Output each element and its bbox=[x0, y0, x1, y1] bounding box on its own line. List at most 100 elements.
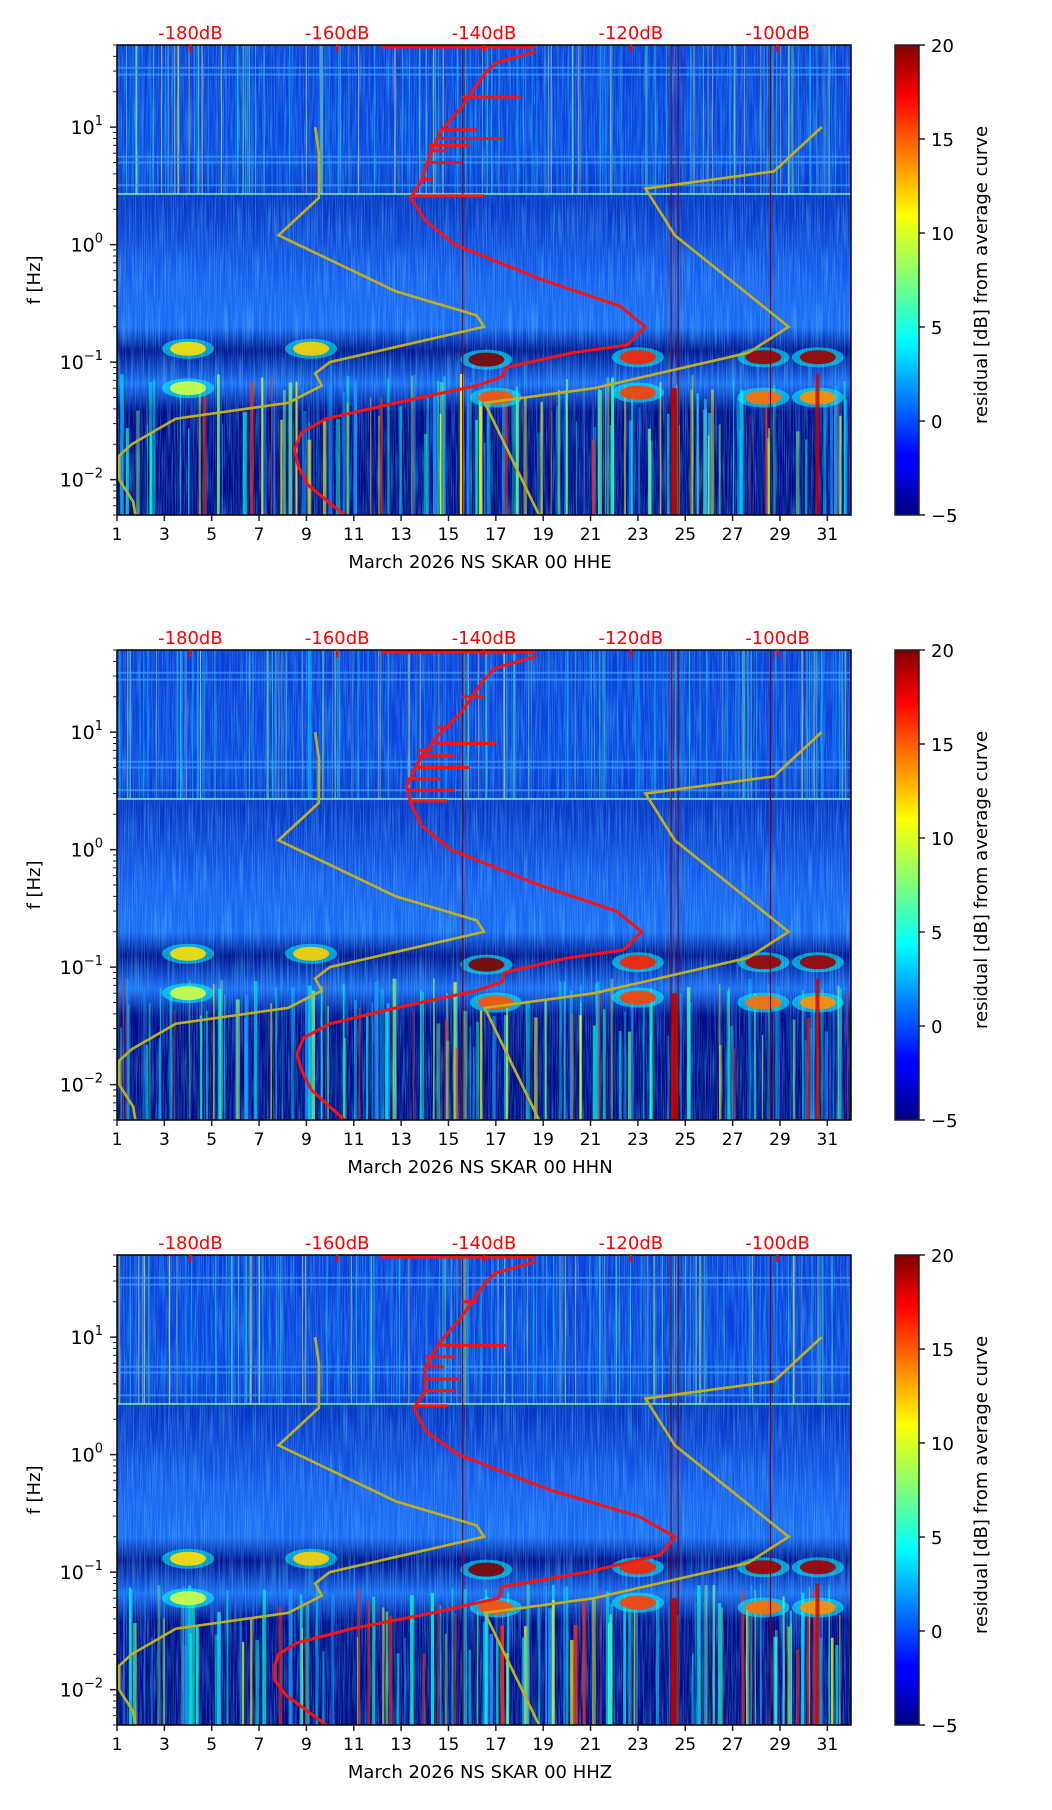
x-axis-label: March 2026 NS SKAR 00 HHZ bbox=[348, 1762, 612, 1783]
spectrogram-hf-streak bbox=[553, 1255, 555, 1404]
spectrogram-streak bbox=[697, 1585, 701, 1725]
spectrogram-streak bbox=[255, 1639, 260, 1725]
spectrogram-streak bbox=[608, 1616, 613, 1725]
top-db-tick-label: -160dB bbox=[305, 1233, 370, 1254]
spectrogram-streak bbox=[453, 1613, 457, 1725]
x-tick-label: 15 bbox=[438, 1735, 460, 1755]
spectrogram-band bbox=[117, 789, 851, 792]
spectrogram-hf-streak bbox=[793, 1255, 795, 1404]
spectrogram-streak bbox=[537, 432, 541, 515]
spectrogram-hf-streak bbox=[348, 45, 350, 194]
spectrogram-streak bbox=[806, 1616, 811, 1725]
spectrogram-hf-streak bbox=[536, 1255, 538, 1404]
spectrogram-hf-streak bbox=[575, 1255, 577, 1404]
colorbar-tick-label: 0 bbox=[931, 1622, 942, 1643]
spectrogram-streak bbox=[157, 1585, 161, 1725]
spectrogram-streak bbox=[446, 1596, 448, 1725]
spectrogram-hf-streak bbox=[176, 1255, 178, 1404]
spectrogram-streak bbox=[824, 1031, 828, 1120]
spectrogram-streak bbox=[680, 992, 682, 1120]
spectrogram-streak bbox=[235, 999, 240, 1120]
spectrogram-hf-streak bbox=[136, 45, 138, 194]
spectrogram-streak bbox=[570, 1014, 574, 1120]
spectrogram-streak bbox=[624, 386, 626, 515]
spectrogram-hf-streak bbox=[181, 650, 183, 799]
spectrogram-hf-streak bbox=[464, 1255, 466, 1404]
spectrogram-streak bbox=[244, 994, 249, 1120]
spectrogram-streak bbox=[808, 1586, 810, 1725]
spectrogram-streak bbox=[342, 391, 346, 515]
spectrogram-hf-streak bbox=[445, 1255, 447, 1404]
spectrogram-hf-streak bbox=[270, 45, 272, 194]
spectrogram-hf-streak bbox=[530, 650, 532, 799]
spectrogram-hf-streak bbox=[358, 650, 360, 799]
x-tick-label: 29 bbox=[769, 1130, 791, 1150]
spectrogram-streak bbox=[837, 382, 840, 515]
spectrogram-hf-streak bbox=[784, 650, 786, 799]
colorbar-tick-label: −5 bbox=[931, 506, 958, 527]
colorbar-gradient bbox=[894, 649, 920, 1121]
spectrogram-streak bbox=[597, 980, 599, 1120]
spectrogram-blob bbox=[170, 1591, 207, 1606]
spectrogram-streak bbox=[342, 983, 345, 1120]
spectrogram-hf-streak bbox=[723, 1255, 725, 1404]
spectrogram-streak bbox=[792, 1019, 796, 1120]
colorbar-tick-label: 10 bbox=[931, 829, 954, 850]
spectrogram-streak bbox=[410, 1595, 414, 1725]
spectrogram-streak bbox=[492, 1015, 496, 1120]
spectrogram-hf-streak bbox=[276, 1255, 278, 1404]
spectrogram-streak bbox=[224, 994, 226, 1120]
top-db-tick-label: -140dB bbox=[452, 1233, 517, 1254]
spectrogram-blob bbox=[799, 955, 836, 970]
spectrogram-hf-streak bbox=[434, 45, 436, 194]
spectrogram-streak bbox=[534, 1017, 538, 1120]
noise-model-high-curve bbox=[482, 731, 823, 1120]
spectrogram-hf-streak bbox=[848, 1255, 850, 1404]
spectrogram-streak bbox=[592, 1025, 596, 1120]
spectrogram-hf-streak bbox=[816, 650, 818, 799]
spectrogram-streak bbox=[718, 424, 721, 515]
spectrogram-hf-streak bbox=[574, 650, 576, 799]
spectrogram-streak bbox=[455, 1047, 459, 1120]
spectrogram-streak bbox=[801, 1592, 805, 1725]
spectrogram-hf-streak bbox=[130, 650, 132, 799]
spectrogram-hf-streak bbox=[419, 650, 421, 799]
spectrogram-hf-streak bbox=[743, 650, 745, 799]
x-tick-label: 31 bbox=[817, 1735, 839, 1755]
colorbar-tick-label: 15 bbox=[931, 1340, 954, 1361]
spectrogram-hf-streak bbox=[653, 45, 655, 194]
spectrogram-hf-streak bbox=[844, 650, 846, 799]
x-tick-label: 3 bbox=[159, 1130, 170, 1150]
spectrogram-band bbox=[117, 184, 851, 187]
spectrogram-streak bbox=[605, 384, 607, 515]
colorbar-tick-label: 20 bbox=[931, 36, 954, 57]
spectrogram-streak bbox=[819, 1637, 823, 1725]
spectrogram-hf-streak bbox=[191, 1255, 193, 1404]
spectrogram-hf-streak bbox=[498, 45, 500, 194]
spectrogram-hf-streak bbox=[408, 45, 410, 194]
spectrogram-streak bbox=[358, 1588, 361, 1725]
spectrogram-hf-streak bbox=[683, 650, 685, 799]
spectrogram-hf-streak bbox=[197, 45, 199, 194]
colorbar-tick-label: −5 bbox=[931, 1716, 958, 1737]
spectrogram-hf-streak bbox=[135, 1255, 137, 1404]
spectrogram-streak bbox=[127, 1004, 130, 1120]
spectrogram-hf-streak bbox=[235, 45, 237, 194]
spectrogram-streak bbox=[642, 993, 645, 1120]
spectrogram-hf-streak bbox=[815, 650, 817, 799]
spectrogram-hf-streak bbox=[646, 45, 648, 194]
spectrogram-hf-streak bbox=[197, 650, 199, 799]
spectrogram-hf-streak bbox=[365, 1255, 367, 1404]
noise-model-low-curve bbox=[117, 1336, 487, 1725]
spectrogram-hf-streak bbox=[465, 45, 467, 194]
spectrogram-hf-streak bbox=[588, 650, 590, 799]
spectrogram-hf-streak bbox=[673, 1255, 675, 1404]
spectrogram-hf-streak bbox=[300, 650, 302, 799]
spectrogram-hf-streak bbox=[773, 1255, 775, 1404]
spectrogram-blob bbox=[745, 350, 782, 365]
spectrogram-hf-streak bbox=[473, 1255, 475, 1404]
spectrogram-hf-streak bbox=[369, 1255, 371, 1404]
spectrogram-streak bbox=[316, 383, 318, 515]
spectrogram-hf-streak bbox=[278, 1255, 280, 1404]
